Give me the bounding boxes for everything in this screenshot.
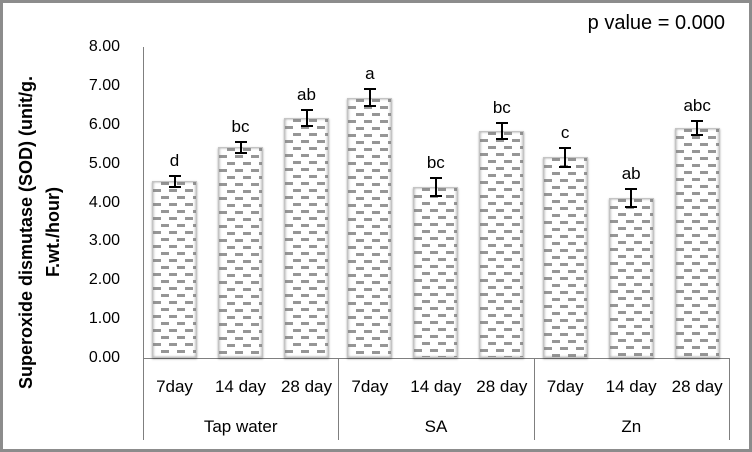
- day-label: 7day: [546, 377, 584, 396]
- error-bar-stem: [239, 140, 242, 154]
- day-label: 7day: [351, 377, 389, 396]
- sig-letter: bc: [492, 98, 511, 118]
- y-tick-label: 2.00: [88, 271, 120, 289]
- error-bar-stem: [630, 188, 633, 209]
- day-label: 14 day: [410, 377, 462, 396]
- y-tick-label: 6.00: [88, 115, 120, 133]
- sig-letter: d: [169, 150, 180, 170]
- group-divider: [338, 358, 340, 440]
- sig-letter: bc: [426, 152, 445, 172]
- error-bar: [168, 174, 181, 188]
- error-bar: [300, 109, 313, 128]
- y-tick-label: 4.00: [88, 193, 120, 211]
- error-bar-stem: [696, 120, 699, 137]
- error-bar-stem: [305, 109, 308, 128]
- bar: [284, 118, 329, 358]
- y-tick-label: 7.00: [88, 76, 120, 94]
- error-bar: [625, 188, 638, 209]
- day-label: 28 day: [671, 377, 723, 396]
- x-axis-line: [143, 358, 729, 359]
- p-value-annotation: p value = 0.000: [587, 12, 725, 34]
- sig-letter: c: [560, 122, 570, 142]
- group-label: SA: [424, 417, 448, 436]
- group-label: Zn: [621, 417, 642, 436]
- day-label: 28 day: [476, 377, 528, 396]
- day-label: 7day: [156, 377, 193, 396]
- bar: [608, 198, 654, 358]
- bar: [674, 128, 720, 358]
- y-tick-label: 0.00: [88, 349, 120, 366]
- y-tick-label: 3.00: [88, 232, 120, 250]
- day-label: 14 day: [605, 377, 657, 396]
- sig-letter: ab: [621, 164, 641, 184]
- error-bar: [691, 120, 704, 137]
- error-bar-stem: [368, 88, 371, 107]
- sig-letter: ab: [297, 85, 316, 105]
- error-bar-stem: [173, 174, 176, 188]
- bar: [542, 157, 588, 358]
- group-divider: [143, 358, 144, 440]
- day-label: 14 day: [214, 377, 267, 396]
- bar: [413, 186, 459, 358]
- y-axis-title-line1: Superoxide dismutase (SOD) (unit/g.: [16, 75, 36, 389]
- error-bar-stem: [434, 176, 437, 198]
- group-divider: [533, 358, 535, 440]
- error-bar: [429, 176, 442, 198]
- error-bar: [559, 146, 572, 168]
- bar: [218, 147, 263, 358]
- bar: [152, 181, 197, 358]
- day-label: 28 day: [280, 377, 333, 396]
- group-divider: [729, 358, 730, 440]
- sig-letter: bc: [231, 116, 250, 136]
- sig-letter: abc: [683, 96, 711, 116]
- error-bar: [495, 122, 508, 140]
- y-tick-label: 5.00: [88, 154, 120, 172]
- y-tick-label: 1.00: [88, 310, 120, 328]
- y-axis-line: [143, 47, 144, 358]
- bar: [347, 97, 393, 358]
- y-tick-label: 8.00: [88, 38, 120, 55]
- bar: [479, 130, 525, 358]
- error-bar: [363, 88, 376, 107]
- error-bar: [234, 140, 247, 154]
- error-bar-stem: [564, 146, 567, 168]
- group-label: Tap water: [203, 417, 278, 436]
- sig-letter: a: [365, 64, 375, 84]
- error-bar-stem: [500, 122, 503, 140]
